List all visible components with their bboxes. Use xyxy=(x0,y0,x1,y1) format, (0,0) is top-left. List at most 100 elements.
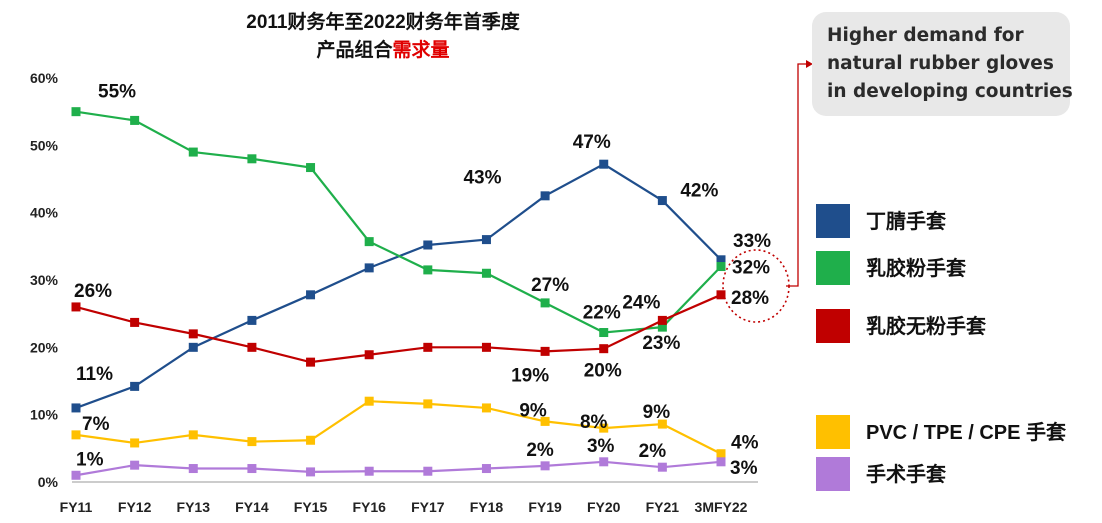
data-point xyxy=(188,147,198,157)
data-label: 24% xyxy=(622,292,660,313)
data-point xyxy=(306,357,316,367)
data-label: 22% xyxy=(583,303,621,324)
chart-title-line1: 2011财务年至2022财务年首季度 xyxy=(246,10,520,33)
data-label: 26% xyxy=(74,281,112,302)
data-point xyxy=(481,403,491,413)
x-tick-label: FY12 xyxy=(118,499,152,515)
series-line xyxy=(75,400,722,455)
x-tick-label: FY11 xyxy=(60,499,93,515)
data-label: 19% xyxy=(511,365,549,386)
x-tick-label: FY14 xyxy=(235,499,269,515)
y-axis: 0% 10% 20% 30% 40% 50% 60% xyxy=(30,70,59,490)
data-point xyxy=(423,240,433,250)
series-markers xyxy=(71,107,726,480)
x-tick-label: FY17 xyxy=(411,499,445,515)
data-point xyxy=(364,263,374,273)
legend-label: PVC / TPE / CPE 手套 xyxy=(866,420,1066,444)
legend-swatch xyxy=(816,309,850,343)
data-label: 7% xyxy=(82,414,110,435)
data-point xyxy=(716,449,726,459)
callout-line-3: in developing countries xyxy=(827,81,1073,102)
x-tick-label: FY21 xyxy=(646,499,680,515)
data-point xyxy=(716,290,726,300)
data-point xyxy=(306,435,316,445)
data-labels: 55% 26% 11% 7% 1% 43% 47% 42% 27% 22% 24% 23% 19% 20%… xyxy=(74,82,771,479)
data-point xyxy=(364,466,374,476)
data-label: 32% xyxy=(732,258,770,279)
data-point xyxy=(716,255,726,265)
x-tick-label: FY18 xyxy=(470,499,504,515)
legend-swatch xyxy=(816,457,850,491)
data-label: 3% xyxy=(587,436,615,457)
data-point xyxy=(657,196,667,206)
callout-box: Higher demand for natural rubber gloves … xyxy=(812,12,1073,116)
data-label: 28% xyxy=(731,288,769,309)
data-point xyxy=(130,381,140,391)
callout-line-2: natural rubber gloves xyxy=(827,53,1054,74)
data-point xyxy=(540,346,550,356)
x-tick-label: 3MFY22 xyxy=(695,499,748,515)
series-lines xyxy=(75,110,722,477)
data-point xyxy=(130,460,140,470)
data-point xyxy=(481,268,491,278)
series-line xyxy=(75,293,722,364)
data-point xyxy=(71,302,81,312)
data-point xyxy=(716,457,726,467)
data-point xyxy=(481,235,491,245)
y-tick-label: 50% xyxy=(30,137,59,153)
x-axis: FY11 FY12 FY13 FY14 FY15 FY16 FY17 FY18 FY19 FY20… xyxy=(60,499,748,515)
data-point xyxy=(540,191,550,201)
data-point xyxy=(71,470,81,480)
y-tick-label: 60% xyxy=(30,70,59,86)
data-label: 2% xyxy=(526,440,554,461)
data-point xyxy=(71,430,81,440)
y-tick-label: 30% xyxy=(30,272,59,288)
legend-label: 手术手套 xyxy=(866,462,946,486)
data-label: 2% xyxy=(639,441,667,462)
data-point xyxy=(423,466,433,476)
series-line xyxy=(75,110,722,334)
data-point xyxy=(599,344,609,354)
chart-title-prefix: 产品组合 xyxy=(316,38,393,61)
data-point xyxy=(247,315,257,325)
legend-swatch xyxy=(816,251,850,285)
data-point xyxy=(188,342,198,352)
data-point xyxy=(599,328,609,338)
data-point xyxy=(130,317,140,327)
data-point xyxy=(247,154,257,164)
data-point xyxy=(130,438,140,448)
data-point xyxy=(599,159,609,169)
data-label: 8% xyxy=(580,412,608,433)
data-point xyxy=(423,399,433,409)
legend-swatch xyxy=(816,415,850,449)
data-label: 42% xyxy=(680,181,718,202)
data-point xyxy=(364,237,374,247)
legend-swatch xyxy=(816,204,850,238)
chart-title-line2: 产品组合需求量 xyxy=(316,38,449,61)
x-tick-label: FY15 xyxy=(294,499,328,515)
data-point xyxy=(247,342,257,352)
data-point xyxy=(247,437,257,447)
data-label: 9% xyxy=(519,400,547,421)
data-point xyxy=(657,462,667,472)
y-tick-label: 20% xyxy=(30,339,59,355)
data-point xyxy=(657,322,667,332)
data-point xyxy=(71,403,81,413)
data-point xyxy=(364,350,374,360)
data-point xyxy=(247,464,257,474)
data-point xyxy=(657,315,667,325)
data-point xyxy=(423,265,433,275)
data-point xyxy=(599,423,609,433)
data-point xyxy=(540,298,550,308)
data-label: 33% xyxy=(733,231,771,252)
data-label: 43% xyxy=(463,168,501,189)
data-point xyxy=(540,416,550,426)
data-point xyxy=(306,163,316,173)
chart-title-highlight: 需求量 xyxy=(393,38,450,61)
y-tick-label: 0% xyxy=(38,474,59,490)
legend-label: 乳胶无粉手套 xyxy=(866,314,986,338)
data-point xyxy=(599,457,609,467)
data-label: 3% xyxy=(730,458,758,479)
x-tick-label: FY16 xyxy=(352,499,386,515)
x-tick-label: FY13 xyxy=(177,499,211,515)
